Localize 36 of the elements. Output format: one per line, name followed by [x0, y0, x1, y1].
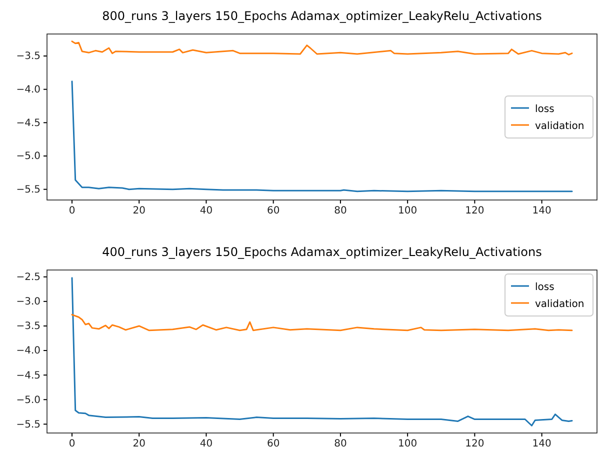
x-tick-label: 0	[68, 206, 76, 217]
line-series	[71, 314, 573, 332]
x-tick-label: 120	[465, 206, 484, 217]
y-tick-label: −2.5	[16, 272, 40, 284]
y-tick-label: −4.5	[16, 370, 40, 382]
legend-label: validation	[535, 121, 584, 132]
y-tick-label: −5.0	[16, 151, 40, 162]
x-tick-label: 140	[532, 438, 552, 450]
x-tick-label: 0	[68, 438, 76, 450]
x-tick-label: 140	[532, 206, 552, 217]
y-tick-label: −4.0	[16, 346, 40, 357]
chart-title: 400_runs 3_layers 150_Epochs Adamax_optimizer_LeakyRelu_Activations	[102, 245, 542, 259]
legend-label: loss	[535, 104, 554, 115]
legend-label: loss	[535, 282, 554, 293]
y-tick-label: −5.0	[16, 394, 40, 406]
y-tick-label: −3.5	[16, 321, 40, 332]
x-tick-label: 20	[132, 438, 146, 450]
y-tick-label: −3.0	[16, 296, 40, 308]
y-tick-label: −4.0	[16, 84, 40, 96]
x-tick-label: 120	[465, 438, 484, 450]
x-tick-label: 60	[266, 206, 280, 217]
y-tick-label: −5.5	[16, 184, 40, 196]
legend-label: validation	[535, 299, 584, 310]
x-tick-label: 80	[334, 206, 347, 217]
x-tick-label: 60	[266, 438, 280, 450]
x-tick-label: 40	[200, 438, 213, 450]
x-tick-label: 100	[398, 438, 418, 450]
y-tick-label: −3.5	[16, 51, 40, 62]
y-tick-label: −5.5	[16, 419, 40, 430]
x-tick-label: 100	[398, 206, 418, 217]
x-tick-label: 40	[200, 206, 213, 217]
x-tick-label: 80	[334, 438, 347, 450]
y-tick-label: −4.5	[16, 118, 40, 129]
line-series	[71, 40, 573, 56]
x-tick-label: 20	[132, 206, 146, 217]
chart-title: 800_runs 3_layers 150_Epochs Adamax_optimizer_LeakyRelu_Activations	[102, 9, 542, 23]
